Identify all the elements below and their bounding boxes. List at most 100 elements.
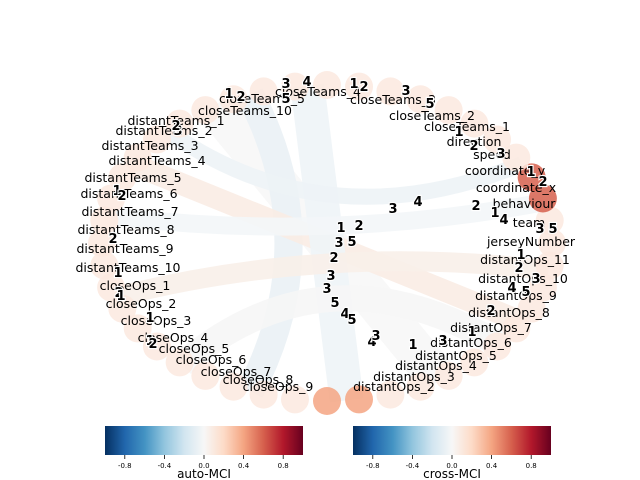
lag-digit-8: 5: [425, 97, 434, 112]
node-label-closeTeams-2: closeTeams_2: [389, 108, 475, 123]
lag-digit-15: 4: [413, 195, 422, 210]
node-label-closeTeams-4: closeTeams_4: [275, 84, 361, 99]
node-label-closeOps-8: closeOps_8: [223, 372, 294, 387]
node-marker-15: [219, 85, 248, 114]
lag-digit-14: 3: [388, 202, 397, 217]
node-marker-27: [123, 314, 152, 343]
lag-digit-38: 3: [322, 282, 331, 297]
lag-digit-4: 4: [302, 75, 311, 90]
node-marker-26: [108, 294, 137, 323]
chord-link-2: [237, 88, 303, 398]
node-marker-36: [376, 380, 405, 409]
lag-digit-12: 1: [526, 165, 535, 180]
node-marker-42: [517, 294, 546, 323]
node-label-closeOps-5: closeOps_5: [159, 341, 230, 356]
colorbar-tick-label: 0.0: [446, 462, 457, 470]
node-label-distantTeams-2: distantTeams_2: [115, 123, 212, 138]
node-marker-7: [460, 109, 489, 138]
lag-digit-17: 1: [490, 206, 499, 221]
node-label-closeOps-1: closeOps_1: [100, 278, 171, 293]
node-label-closeOps-3: closeOps_3: [121, 313, 192, 328]
colorbar-tick-label: -0.4: [406, 462, 420, 470]
node-marker-8: [434, 96, 463, 125]
node-marker-9: [406, 85, 435, 114]
lag-digit-18: 4: [499, 213, 508, 228]
node-marker-31: [219, 372, 248, 401]
chord-link-8: [174, 285, 506, 375]
node-marker-16: [191, 96, 220, 125]
node-marker-21: [97, 184, 126, 213]
node-marker-38: [434, 361, 463, 390]
node-marker-11: [345, 72, 374, 101]
node-marker-30: [191, 361, 220, 390]
node-marker-25: [97, 273, 126, 302]
node-marker-6: [483, 125, 512, 154]
lag-digit-37: 3: [326, 269, 335, 284]
node-marker-10: [376, 77, 405, 106]
node-label-closeOps-2: closeOps_2: [106, 296, 177, 311]
node-marker-37: [406, 372, 435, 401]
lag-digit-48: 1: [145, 311, 154, 326]
lag-digit-7: 3: [401, 84, 410, 99]
colorbar-cross-mci: -0.8 -0.4 0.0 0.4 0.8 cross-MCI: [353, 426, 551, 480]
colorbar-auto-mci: -0.8 -0.4 0.0 0.4 0.8 auto-MCI: [105, 426, 303, 480]
node-label-distantOps-7: distantOps_7: [450, 320, 532, 335]
chord-links: [104, 83, 550, 403]
lag-digit-46: 2: [114, 286, 123, 301]
colorbar-tick-label: -0.8: [366, 462, 380, 470]
node-marker-33: [280, 385, 309, 414]
node-label-distantOps-6: distantOps_6: [430, 335, 512, 350]
colorbar-tick-label: 0.0: [198, 462, 209, 470]
node-label-distantTeams-5: distantTeams_5: [84, 170, 181, 185]
node-marker-39: [460, 348, 489, 377]
node-marker-34: [313, 387, 341, 415]
node-label-distantOps-2: distantOps_2: [353, 379, 435, 394]
node-label-closeTeams-3: closeTeams_3: [350, 92, 436, 107]
node-marker-29: [165, 348, 194, 377]
node-marker-22: [90, 206, 119, 235]
node-label-jerseyNumber: jerseyNumber: [486, 234, 576, 249]
node-marker-4: [517, 163, 546, 192]
lag-digit-3: 3: [281, 77, 290, 92]
node-marker-41: [502, 314, 531, 343]
node-label-speed: speed: [473, 147, 511, 162]
node-label-closeOps-6: closeOps_6: [176, 352, 247, 367]
node-label-closeOps-9: closeOps_9: [243, 379, 314, 394]
colorbar-cross-mci-ticks: -0.8 -0.4 0.0 0.4 0.8: [366, 455, 537, 470]
node-label-distantTeams-6: distantTeams_6: [80, 186, 177, 201]
lag-digit-35: 5: [347, 235, 356, 250]
lag-digit-19: 3: [535, 222, 544, 237]
lag-digit-28: 3: [438, 334, 447, 349]
node-marker-44: [535, 251, 564, 280]
colorbar-tick-label: 0.8: [278, 462, 289, 470]
lag-digit-10: 2: [469, 139, 478, 154]
chord-link-7: [163, 124, 525, 205]
node-label-distantTeams-9: distantTeams_9: [76, 241, 173, 256]
lag-digit-6: 2: [359, 80, 368, 95]
lag-digit-20: 5: [548, 222, 557, 237]
lag-digit-16: 2: [471, 199, 480, 214]
lag-digit-13: 2: [538, 175, 547, 190]
lag-digit-53: 5: [281, 92, 290, 107]
node-label-distantTeams-1: distantTeams_1: [127, 113, 224, 128]
node-marker-17: [165, 109, 194, 138]
lag-digit-21: 1: [516, 248, 525, 263]
node-label-coordinate-x: coordinate_x: [476, 180, 556, 195]
node-label-closeTeams-5: closeTeams_5: [219, 91, 305, 106]
lag-digit-34: 3: [334, 236, 343, 251]
lag-digit-42: 1: [112, 184, 121, 199]
node-label-distantTeams-10: distantTeams_10: [75, 260, 180, 275]
node-marker-1: [538, 229, 566, 257]
lag-digit-43: 2: [117, 189, 126, 204]
node-marker-43: [528, 273, 557, 302]
node-ring: [88, 71, 566, 415]
lag-digit-31: 3: [371, 329, 380, 344]
node-marker-23: [88, 229, 116, 257]
node-label-direction: direction: [447, 134, 502, 149]
node-marker-14: [249, 77, 278, 106]
colorbar-cross-mci-gradient: [353, 426, 551, 455]
node-marker-28: [142, 332, 171, 361]
